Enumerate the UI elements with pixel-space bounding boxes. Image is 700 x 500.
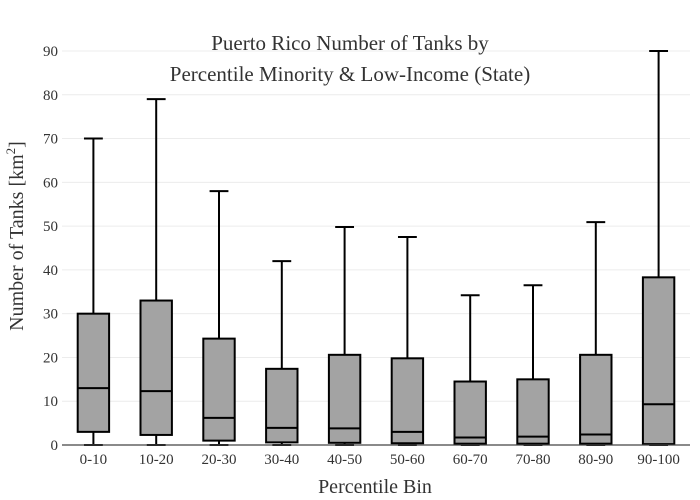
y-tick-label-90: 90 <box>43 44 58 60</box>
y-axis-title-superscript: 2 <box>3 148 18 155</box>
x-tick-label-90-100: 90-100 <box>637 452 680 468</box>
x-tick-label-20-30: 20-30 <box>202 452 237 468</box>
box-30-40 <box>265 260 299 446</box>
box-90-100 <box>641 50 676 446</box>
box-iqr <box>641 276 676 446</box>
x-tick-label-50-60: 50-60 <box>390 452 425 468</box>
box-iqr <box>516 378 550 445</box>
y-tick-label-70: 70 <box>43 132 58 148</box>
box-50-60 <box>390 236 425 446</box>
y-tick-label-0: 0 <box>51 438 59 454</box>
box-20-30 <box>202 190 236 446</box>
x-tick-label-80-90: 80-90 <box>578 452 613 468</box>
box-60-70 <box>453 294 487 446</box>
box-iqr <box>202 337 236 442</box>
y-axis-title-end: ] <box>6 141 28 148</box>
box-iqr <box>390 357 425 445</box>
y-axis-title: Number of Tanks [km2] <box>3 141 28 331</box>
x-tick-label-70-80: 70-80 <box>516 452 551 468</box>
y-tick-label-80: 80 <box>43 88 58 104</box>
box-70-80 <box>516 284 550 446</box>
y-tick-label-40: 40 <box>43 263 58 279</box>
box-0-10 <box>76 137 111 446</box>
box-iqr <box>579 353 613 445</box>
chart-title-line-2: Percentile Minority & Low-Income (State) <box>170 62 530 86</box>
box-series <box>76 50 676 446</box>
box-iqr <box>265 367 299 444</box>
x-tick-label-0-10: 0-10 <box>80 452 108 468</box>
y-tick-label-30: 30 <box>43 307 58 323</box>
y-tick-labels: 0 10 20 30 40 50 60 70 80 90 <box>43 44 58 454</box>
box-80-90 <box>579 221 613 446</box>
y-axis-title-main: Number of Tanks [km <box>6 154 28 331</box>
chart-title-line-1: Puerto Rico Number of Tanks by <box>211 31 489 55</box>
box-iqr <box>453 380 487 445</box>
box-iqr <box>139 299 173 436</box>
y-tick-label-50: 50 <box>43 219 58 235</box>
box-iqr <box>76 312 111 433</box>
x-tick-label-40-50: 40-50 <box>327 452 362 468</box>
x-tick-label-30-40: 30-40 <box>264 452 299 468</box>
y-tick-label-20: 20 <box>43 350 58 366</box>
x-tick-labels: 0-10 10-20 20-30 30-40 40-50 50-60 60-70 70-80 8… <box>80 452 680 468</box>
x-axis-title: Percentile Bin <box>318 476 432 498</box>
x-tick-label-60-70: 60-70 <box>453 452 488 468</box>
box-iqr <box>327 353 362 444</box>
box-40-50 <box>327 225 362 446</box>
box-10-20 <box>139 98 173 446</box>
y-tick-label-10: 10 <box>43 394 58 410</box>
y-tick-label-60: 60 <box>43 175 58 191</box>
x-tick-label-10-20: 10-20 <box>139 452 174 468</box>
